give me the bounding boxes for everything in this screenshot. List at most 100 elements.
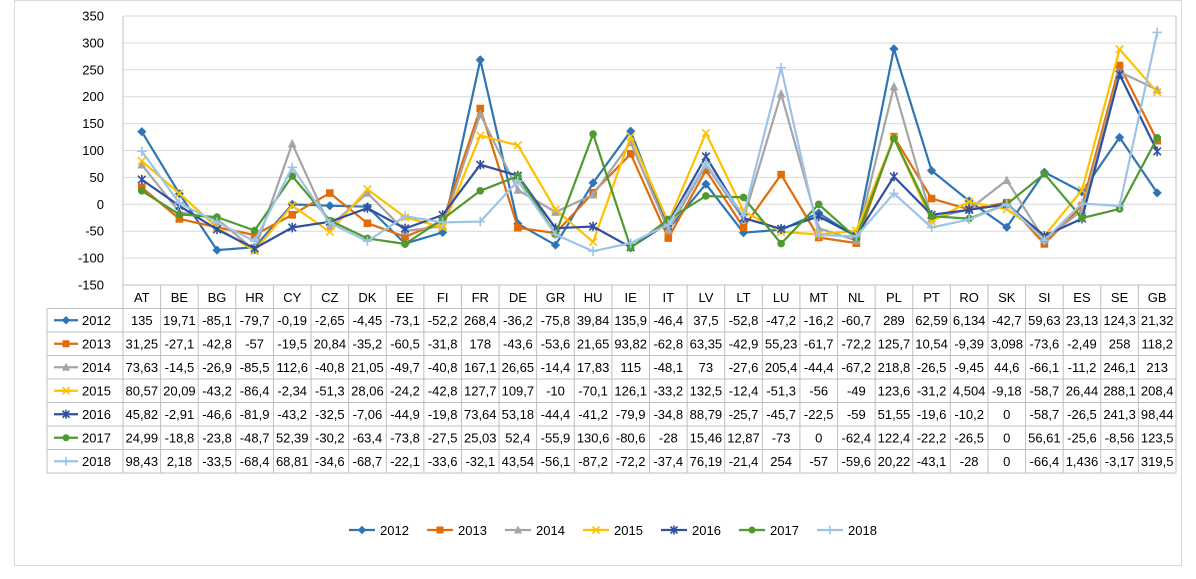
data-table-cell: 289 — [883, 313, 905, 328]
data-table-cell: 205,4 — [765, 360, 798, 375]
marker-diamond — [550, 240, 561, 250]
marker-square — [326, 189, 334, 197]
marker-diamond — [926, 166, 937, 176]
series-2015 — [137, 44, 1162, 256]
data-table-cell: -27,5 — [428, 430, 458, 445]
data-table-cell: 1,436 — [1066, 454, 1099, 469]
data-table-cell: 246,1 — [1103, 360, 1136, 375]
data-table-cell: -67,2 — [842, 360, 872, 375]
data-table-cell: 4,504 — [953, 383, 986, 398]
data-table-cell: 126,1 — [614, 383, 647, 398]
marker-square — [62, 340, 70, 348]
data-table-cell: -44,4 — [804, 360, 834, 375]
marker-circle — [1078, 214, 1086, 222]
data-table-cell: 115 — [620, 360, 641, 375]
data-table-cell: -3,17 — [1105, 454, 1135, 469]
data-table-cell: -48,1 — [653, 360, 683, 375]
marker-star — [1115, 69, 1124, 80]
marker-square — [514, 223, 522, 232]
data-table-cell: -45,7 — [766, 407, 796, 422]
data-table-cell: -68,7 — [353, 454, 383, 469]
marker-plus — [362, 236, 373, 247]
marker-plus — [889, 188, 899, 199]
data-table-cell: 2,18 — [167, 454, 192, 469]
category-label: SE — [1111, 290, 1129, 305]
marker-square — [1115, 61, 1124, 70]
marker-circle — [890, 134, 898, 143]
data-table-cell: 288,1 — [1103, 383, 1136, 398]
data-table-cell: -57 — [809, 454, 828, 469]
data-table-cell: -19,6 — [917, 407, 947, 422]
data-table-cell: -70,1 — [578, 383, 608, 398]
data-table-cell: 26,44 — [1066, 383, 1099, 398]
category-label: GR — [546, 290, 566, 305]
category-label: FI — [437, 290, 449, 305]
marker-x — [964, 197, 974, 207]
category-label: LT — [736, 290, 750, 305]
marker-triangle — [61, 362, 71, 371]
data-table-cell: -72,2 — [616, 454, 646, 469]
data-table-cell: -79,9 — [616, 407, 646, 422]
data-table-cell: 43,54 — [502, 454, 535, 469]
data-table-cell: 258 — [1109, 336, 1131, 351]
marker-circle — [1040, 170, 1049, 178]
data-table-cell: 73,64 — [464, 407, 497, 422]
data-table-cell: -80,6 — [616, 430, 646, 445]
series-group — [137, 27, 1162, 257]
marker-diamond — [1114, 132, 1125, 143]
data-table-cell: 51,55 — [878, 407, 911, 422]
data-table-cell: -56,1 — [541, 454, 571, 469]
legend-item-2015: 2015 — [583, 523, 643, 538]
marker-square — [739, 223, 748, 232]
data-table-cell: 268,4 — [464, 313, 497, 328]
data-table-cell: -41,2 — [578, 407, 608, 422]
data-table-cell: -52,2 — [428, 313, 458, 328]
data-table-cell: -46,6 — [202, 407, 232, 422]
data-table-cell: 23,13 — [1066, 313, 1099, 328]
category-label: PT — [923, 290, 940, 305]
data-table-cell: -72,2 — [842, 336, 872, 351]
marker-plus — [61, 456, 71, 466]
data-table-cell: -28 — [659, 430, 678, 445]
data-table-cell: -33,2 — [653, 383, 683, 398]
legend-item-2017: 2017 — [739, 523, 799, 538]
data-table-cell: -73,1 — [390, 313, 420, 328]
data-table-cell: -0,19 — [277, 313, 307, 328]
data-table-cell: -42,9 — [729, 336, 759, 351]
marker-square — [664, 234, 673, 242]
data-table-cell: -43,6 — [503, 336, 533, 351]
data-table-cell: -32,1 — [465, 454, 495, 469]
marker-square — [401, 233, 409, 241]
data-table-cell: 241,3 — [1103, 407, 1136, 422]
data-table-cell: 39,84 — [577, 313, 610, 328]
category-label: IE — [625, 290, 638, 305]
marker-square — [363, 219, 372, 228]
data-table-cell: -59,6 — [842, 454, 872, 469]
data-table-cell: -2,91 — [165, 407, 195, 422]
marker-star — [287, 222, 297, 233]
data-table-cell: 118,2 — [1141, 336, 1173, 351]
category-label: LU — [773, 290, 790, 305]
legend-item-2016: 2016 — [661, 523, 721, 538]
data-table — [46, 16, 1177, 474]
data-table-cell: -63,4 — [353, 430, 383, 445]
table-row-2013: 2013 31,25 -27,1 -42,8 -57 -19,5 20,84 -35,2 -60… — [54, 336, 1173, 351]
marker-diamond — [137, 127, 147, 137]
marker-star — [400, 223, 410, 234]
category-label: LV — [698, 290, 713, 305]
data-table-cell: -51,3 — [315, 383, 345, 398]
marker-triangle — [1152, 84, 1162, 94]
data-table-cell: 112,6 — [276, 360, 308, 375]
data-table-cell: -10,2 — [954, 407, 984, 422]
y-tick-label: 200 — [82, 89, 104, 104]
data-table-cell: -66,4 — [1030, 454, 1060, 469]
marker-circle — [589, 130, 597, 138]
marker-circle — [138, 187, 146, 195]
data-table-cell: -73 — [772, 430, 791, 445]
marker-square — [436, 526, 444, 534]
marker-x — [475, 131, 485, 140]
data-table-cell: 56,61 — [1028, 430, 1061, 445]
data-table-cell: -19,8 — [428, 407, 458, 422]
marker-x — [588, 237, 598, 247]
